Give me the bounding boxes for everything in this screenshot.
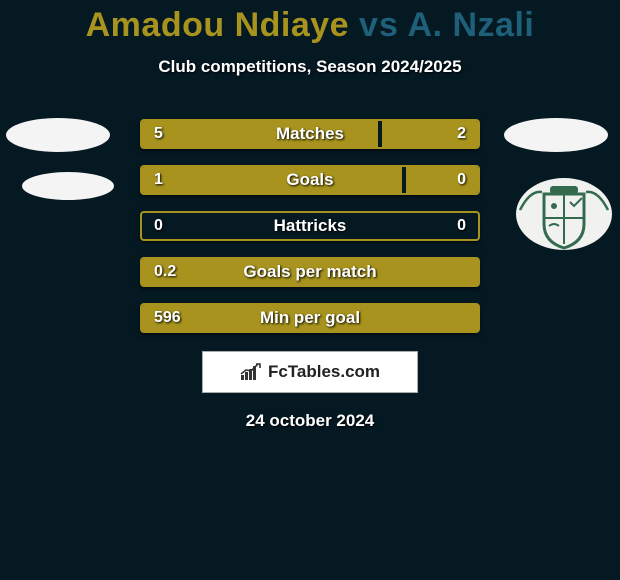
stat-row: 0 Hattricks 0 xyxy=(140,211,480,241)
title-vs: vs xyxy=(359,6,399,44)
stat-value-right: 2 xyxy=(457,119,466,149)
comparison-title: Amadou Ndiaye vs A. Nzali xyxy=(0,0,620,45)
stat-label: Hattricks xyxy=(140,211,480,241)
stat-row: 0.2 Goals per match xyxy=(140,257,480,287)
stat-value-right: 0 xyxy=(457,165,466,195)
stat-row: 5 Matches 2 xyxy=(140,119,480,149)
player-right-name: A. Nzali xyxy=(408,6,535,44)
branding-text: FcTables.com xyxy=(268,362,380,382)
branding-box: FcTables.com xyxy=(202,351,418,393)
player-left-name: Amadou Ndiaye xyxy=(86,6,349,44)
stat-label: Goals xyxy=(140,165,480,195)
stat-label: Goals per match xyxy=(140,257,480,287)
stat-label: Matches xyxy=(140,119,480,149)
team-logo-left-2 xyxy=(16,172,126,252)
subtitle: Club competitions, Season 2024/2025 xyxy=(0,57,620,77)
stat-label: Min per goal xyxy=(140,303,480,333)
date-label: 24 october 2024 xyxy=(0,411,620,431)
crest-icon xyxy=(514,176,614,252)
chart-icon xyxy=(240,363,262,381)
stat-row: 1 Goals 0 xyxy=(140,165,480,195)
stat-value-right: 0 xyxy=(457,211,466,241)
stat-row: 596 Min per goal xyxy=(140,303,480,333)
team-logo-right-2 xyxy=(504,176,614,256)
